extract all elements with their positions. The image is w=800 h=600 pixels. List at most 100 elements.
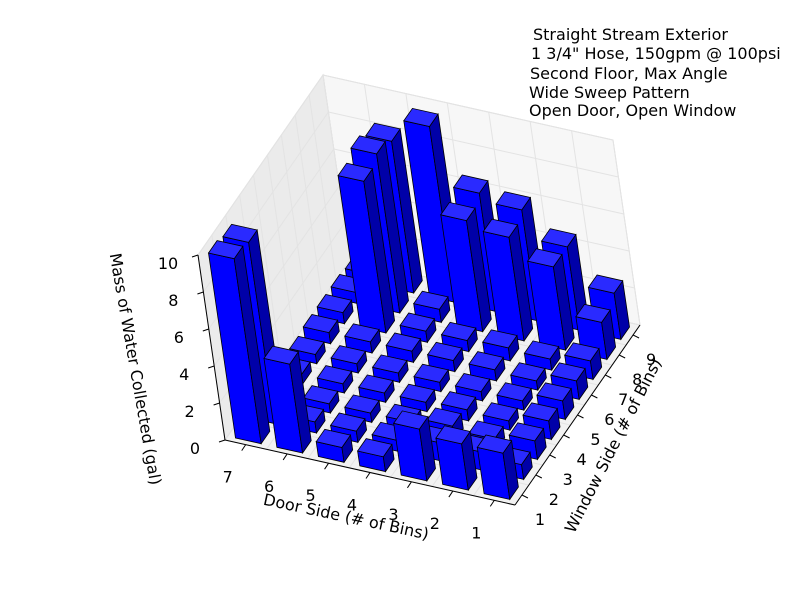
bar-top-face xyxy=(523,340,560,360)
x-tick-mark xyxy=(448,490,454,498)
bar xyxy=(476,434,519,501)
bar-top-face xyxy=(587,274,624,294)
bar-top-face xyxy=(522,402,558,422)
bar-top-face xyxy=(482,402,518,422)
bar-top-face xyxy=(330,345,367,365)
y-tick-label: 7 xyxy=(618,390,628,409)
bar-top-face xyxy=(302,385,339,405)
gridline xyxy=(197,74,324,256)
gridline xyxy=(328,111,619,178)
bar-top-face xyxy=(399,383,436,403)
y-tick-mark xyxy=(605,374,612,379)
bar-top-face xyxy=(550,362,586,382)
bar xyxy=(207,240,271,445)
bar-top-face xyxy=(454,373,491,393)
bar xyxy=(330,345,368,375)
y-tick-mark xyxy=(591,394,598,399)
bar-top-face xyxy=(440,321,477,341)
bar-top-face xyxy=(575,303,611,323)
bar-top-face xyxy=(222,223,258,243)
bar xyxy=(358,374,395,404)
y-tick-mark xyxy=(618,354,626,359)
annotation-block: Straight Stream Exterior 1 3/4" Hose, 15… xyxy=(529,25,781,120)
bar-top-face xyxy=(527,248,563,268)
bar xyxy=(523,340,561,372)
bar-top-face xyxy=(315,428,352,448)
z-tick-mark xyxy=(191,254,199,258)
bar xyxy=(440,201,492,333)
bar-top-face xyxy=(440,201,476,222)
z-axis-label: Mass of Water Collected (gal) xyxy=(106,252,166,487)
bar-top-face xyxy=(358,374,394,394)
z-tick-mark xyxy=(202,328,209,332)
x-tick-mark xyxy=(365,472,371,479)
z-tick-label: 0 xyxy=(190,439,200,458)
bar-top-face xyxy=(385,332,422,352)
bar xyxy=(393,410,436,482)
x-tick-mark xyxy=(282,453,288,461)
gridline xyxy=(280,134,309,321)
z-tick-mark xyxy=(213,402,220,406)
bar xyxy=(510,362,547,392)
bar xyxy=(468,351,506,382)
bar xyxy=(315,428,354,464)
bar-top-face xyxy=(468,351,504,371)
bar-top-face xyxy=(426,407,462,427)
bar xyxy=(337,162,396,335)
bar xyxy=(527,248,575,352)
bar xyxy=(440,391,478,422)
bar xyxy=(426,341,464,373)
x-tick-label: 5 xyxy=(305,486,315,505)
bar-top-face xyxy=(496,382,532,402)
bar-top-face xyxy=(403,107,439,127)
bar-top-face xyxy=(337,162,374,182)
y-tick-label: 9 xyxy=(646,350,656,369)
bar-top-face xyxy=(263,345,299,365)
gridline xyxy=(253,174,282,361)
bar xyxy=(385,332,423,364)
bar xyxy=(371,354,409,384)
bar xyxy=(399,383,437,413)
bar-top-face xyxy=(207,240,244,260)
y-tick-label: 5 xyxy=(590,430,600,449)
bar xyxy=(263,345,312,455)
y-tick-label: 2 xyxy=(549,490,559,509)
bar xyxy=(316,365,354,395)
x-tick-mark xyxy=(407,481,412,489)
bar-top-face xyxy=(413,290,449,310)
bar-top-face xyxy=(482,329,518,349)
bar-group xyxy=(207,107,630,501)
y-tick-mark xyxy=(632,334,640,339)
y-tick-mark xyxy=(577,414,584,419)
y-tick-label: 8 xyxy=(632,370,642,389)
y-tick-label: 3 xyxy=(563,470,573,489)
bar xyxy=(435,425,478,492)
annotation-line: Second Floor, Max Angle xyxy=(530,64,728,83)
z-axis-line xyxy=(197,254,226,441)
annotation-line: Wide Sweep Pattern xyxy=(529,83,690,102)
z-tick-label: 4 xyxy=(179,365,189,384)
x-tick-label: 7 xyxy=(223,468,233,487)
bar xyxy=(356,438,395,473)
gridline xyxy=(308,94,337,281)
x-tick-label: 4 xyxy=(347,496,357,515)
x-tick-label: 1 xyxy=(471,523,481,542)
bar-top-face xyxy=(344,323,380,343)
bar-top-face xyxy=(452,174,489,194)
gridline xyxy=(322,74,614,141)
bar-top-face xyxy=(564,342,600,362)
y-tick-mark xyxy=(563,434,570,439)
x-tick-mark xyxy=(489,500,495,507)
z-tick-label: 2 xyxy=(185,402,195,421)
bar xyxy=(496,382,533,412)
bar xyxy=(413,290,451,324)
annotation-line: 1 3/4" Hose, 150gpm @ 100psi xyxy=(531,44,781,63)
bar-top-face xyxy=(344,394,380,414)
bar-top-face xyxy=(426,341,463,361)
bar-top-face xyxy=(508,422,545,442)
y-tick-mark xyxy=(521,494,529,499)
z-tick-mark xyxy=(208,365,215,369)
bar-top-face xyxy=(365,122,401,142)
